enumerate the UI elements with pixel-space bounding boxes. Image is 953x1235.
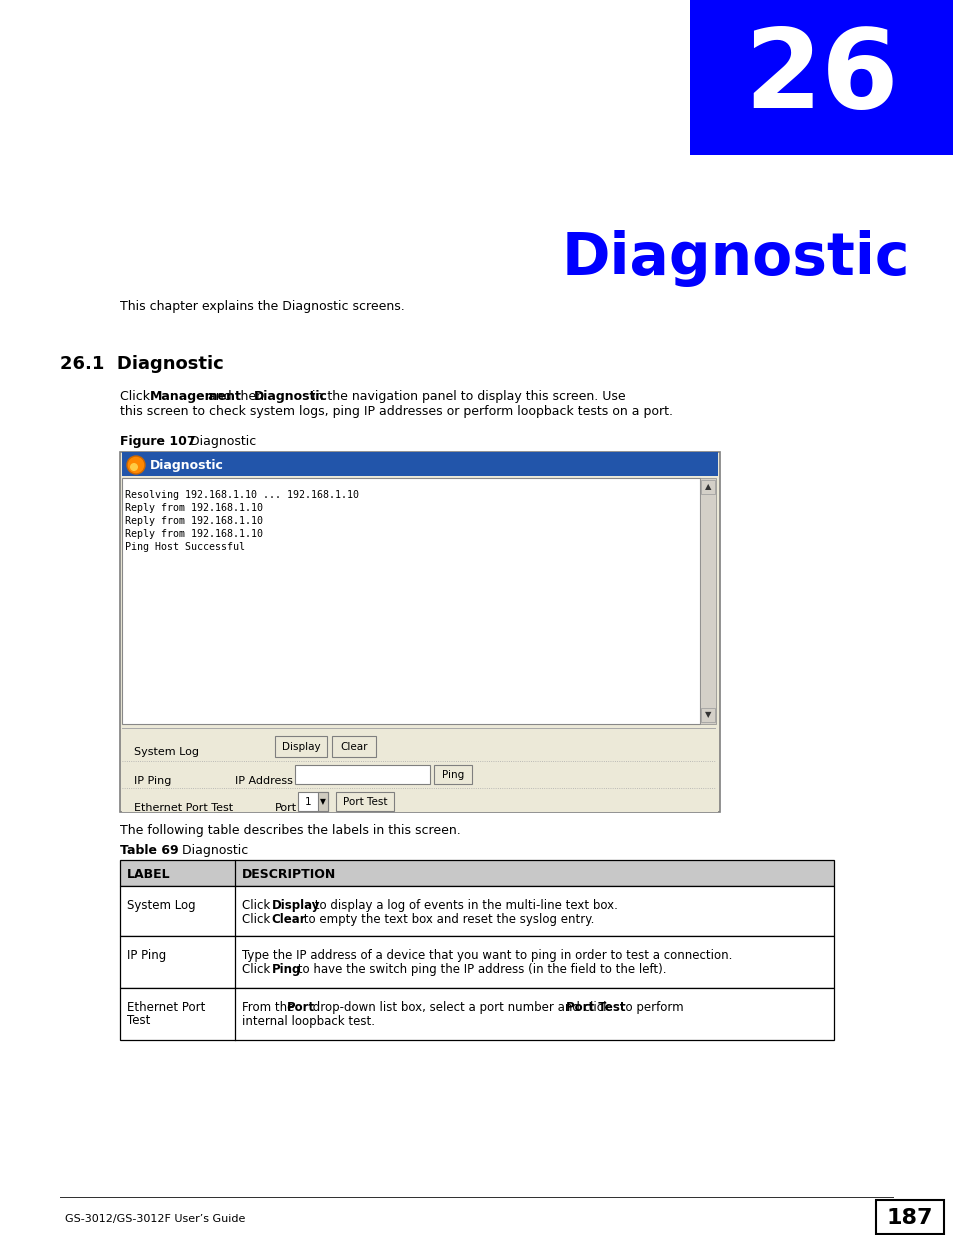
Bar [120,885,833,936]
Text: 26.1  Diagnostic: 26.1 Diagnostic [60,354,224,373]
Bar [122,727,718,811]
Text: Reply from 192.168.1.10: Reply from 192.168.1.10 [125,503,263,513]
Text: Click: Click [120,390,153,403]
Text: ▲: ▲ [704,483,711,492]
Text: Ethernet Port: Ethernet Port [127,1002,205,1014]
Text: ▼: ▼ [704,710,711,720]
Bar [317,792,328,811]
Text: Diagnostic: Diagnostic [253,390,327,403]
Text: Ping: Ping [441,769,464,781]
Bar [120,936,833,988]
Text: Diagnostic: Diagnostic [170,844,248,857]
Bar [875,1200,943,1234]
Bar [297,792,328,811]
Text: DESCRIPTION: DESCRIPTION [242,867,335,881]
Text: Diagnostic: Diagnostic [561,230,909,287]
Text: Display: Display [281,742,320,752]
Circle shape [130,463,138,471]
Text: IP Ping: IP Ping [133,776,172,785]
Text: to have the switch ping the IP address (in the field to the left).: to have the switch ping the IP address (… [294,963,666,976]
Bar [294,764,430,784]
Bar [689,0,953,156]
Text: drop-down list box, select a port number and click: drop-down list box, select a port number… [309,1002,613,1014]
Text: Diagnostic: Diagnostic [178,435,256,448]
Text: GS-3012/GS-3012F User’s Guide: GS-3012/GS-3012F User’s Guide [65,1214,245,1224]
Text: to perform: to perform [616,1002,682,1014]
Text: in the navigation panel to display this screen. Use: in the navigation panel to display this … [308,390,625,403]
Bar [332,736,375,757]
Text: Port: Port [286,1002,314,1014]
Text: 1: 1 [305,797,312,806]
Bar [700,478,716,724]
Text: System Log: System Log [127,899,195,911]
Bar [122,478,700,724]
Bar [700,480,714,494]
Text: From the: From the [242,1002,297,1014]
Text: Display: Display [272,899,320,911]
Text: to empty the text box and reset the syslog entry.: to empty the text box and reset the sysl… [299,913,594,926]
Bar [122,452,718,475]
Text: Management: Management [150,390,241,403]
Text: internal loopback test.: internal loopback test. [242,1015,375,1028]
Bar [274,736,327,757]
Text: IP Address: IP Address [234,776,293,785]
Text: Figure 107: Figure 107 [120,435,195,448]
Text: This chapter explains the Diagnostic screens.: This chapter explains the Diagnostic scr… [120,300,404,312]
Text: Click: Click [242,899,274,911]
Text: LABEL: LABEL [127,867,171,881]
Text: IP Ping: IP Ping [127,948,166,962]
Text: Reply from 192.168.1.10: Reply from 192.168.1.10 [125,516,263,526]
Text: Test: Test [127,1014,151,1028]
Text: The following table describes the labels in this screen.: The following table describes the labels… [120,824,460,837]
Bar [434,764,472,784]
Text: Resolving 192.168.1.10 ... 192.168.1.10: Resolving 192.168.1.10 ... 192.168.1.10 [125,490,358,500]
Text: 26: 26 [744,23,899,131]
Text: this screen to check system logs, ping IP addresses or perform loopback tests on: this screen to check system logs, ping I… [120,405,672,417]
Text: Click: Click [242,963,274,976]
Text: Click: Click [242,913,274,926]
Text: 187: 187 [886,1208,932,1228]
Text: ▼: ▼ [319,798,326,806]
Text: Clear: Clear [340,742,367,752]
Bar [120,860,833,885]
Text: Port Test: Port Test [342,797,387,806]
Circle shape [127,456,145,474]
Text: Port: Port [274,803,296,813]
Text: Port Test: Port Test [566,1002,625,1014]
Text: System Log: System Log [133,747,199,757]
Text: Clear: Clear [272,913,306,926]
Text: Reply from 192.168.1.10: Reply from 192.168.1.10 [125,529,263,538]
Bar [120,988,833,1040]
Bar [700,708,714,722]
Text: Ethernet Port Test: Ethernet Port Test [133,803,233,813]
Text: Diagnostic: Diagnostic [150,458,224,472]
Text: Type the IP address of a device that you want to ping in order to test a connect: Type the IP address of a device that you… [242,948,732,962]
Bar [335,792,394,811]
Text: to display a log of events in the multi-line text box.: to display a log of events in the multi-… [311,899,618,911]
Bar [120,452,720,811]
Text: Ping: Ping [272,963,301,976]
Text: and then: and then [204,390,268,403]
Text: Ping Host Successful: Ping Host Successful [125,542,245,552]
Text: Table 69: Table 69 [120,844,178,857]
